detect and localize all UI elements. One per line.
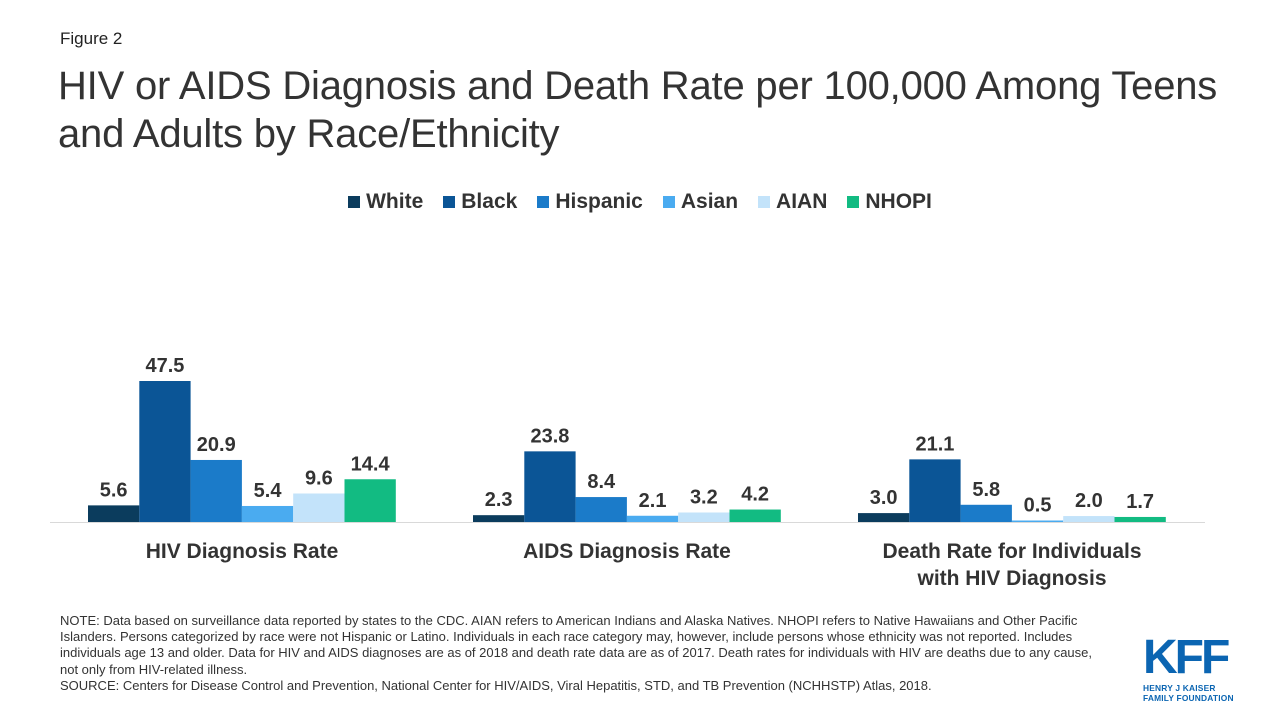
- legend-item-aian: AIAN: [758, 190, 827, 214]
- bar-aian: [1063, 516, 1115, 522]
- data-label: 5.8: [972, 479, 1000, 501]
- bar-nhopi: [344, 479, 396, 522]
- data-label: 3.2: [690, 487, 718, 509]
- legend-item-black: Black: [443, 190, 517, 214]
- legend-label: White: [366, 190, 424, 213]
- legend-swatch: [847, 196, 860, 208]
- bar-nhopi: [1114, 516, 1166, 522]
- data-label: 8.4: [587, 471, 616, 493]
- legend-label: Black: [461, 190, 518, 213]
- legend: White Black Hispanic Asian AIAN NHOPI: [0, 190, 1280, 214]
- legend-label: Hispanic: [555, 190, 643, 213]
- bar-aian: [678, 512, 730, 522]
- category-label: with HIV Diagnosis: [916, 567, 1106, 590]
- data-label: 9.6: [305, 468, 333, 490]
- source-text: SOURCE: Centers for Disease Control and …: [60, 677, 932, 693]
- bar-black: [139, 381, 191, 522]
- bar-aian: [293, 493, 345, 522]
- data-label: 5.6: [100, 479, 128, 501]
- kff-logo: KFF HENRY J KAISER FAMILY FOUNDATION: [1143, 631, 1238, 704]
- data-label: 21.1: [915, 433, 954, 455]
- legend-swatch: [758, 196, 771, 208]
- data-label: 5.4: [254, 480, 283, 502]
- bar-white: [473, 515, 525, 522]
- legend-item-white: White: [348, 190, 423, 214]
- data-label: 2.1: [639, 490, 667, 512]
- legend-label: Asian: [680, 190, 739, 213]
- legend-label: NHOPI: [865, 190, 932, 213]
- data-label: 0.5: [1024, 495, 1052, 517]
- data-label: 4.2: [741, 484, 769, 506]
- bar-hispanic: [190, 459, 242, 522]
- data-label: 1.7: [1126, 491, 1154, 513]
- legend-label: AIAN: [776, 190, 828, 213]
- data-label: 47.5: [145, 355, 184, 377]
- bar-white: [88, 505, 140, 522]
- bar-asian: [241, 505, 294, 522]
- data-label: 23.8: [530, 425, 569, 447]
- legend-swatch: [537, 196, 550, 208]
- data-label: 3.0: [870, 487, 898, 509]
- logo-line-2: FAMILY FOUNDATION: [1143, 693, 1234, 703]
- bar-black: [524, 451, 576, 522]
- legend-item-nhopi: NHOPI: [847, 190, 932, 214]
- figure-label: Figure 2: [60, 29, 123, 48]
- bar-white: [858, 513, 910, 522]
- legend-swatch: [662, 196, 675, 208]
- bar-nhopi: [729, 509, 781, 522]
- logo-line-1: HENRY J KAISER: [1143, 683, 1216, 693]
- bar-hispanic: [960, 504, 1012, 522]
- category-label: AIDS Diagnosis Rate: [523, 540, 731, 563]
- data-label: 2.3: [485, 489, 513, 511]
- note-text: NOTE: Data based on surveillance data re…: [60, 613, 1092, 677]
- data-label: 14.4: [351, 453, 391, 475]
- data-label: 2.0: [1075, 490, 1103, 512]
- legend-item-hispanic: Hispanic: [537, 190, 643, 214]
- footnote: NOTE: Data based on surveillance data re…: [60, 613, 1100, 694]
- bar-asian: [1011, 520, 1064, 522]
- bar-hispanic: [575, 497, 627, 522]
- bar-asian: [626, 515, 679, 522]
- category-label: Death Rate for Individuals: [882, 540, 1141, 563]
- legend-swatch: [348, 196, 361, 208]
- legend-swatch: [443, 196, 456, 208]
- logo-mark: KFF: [1143, 631, 1230, 684]
- bar-chart: 5.6 47.5 20.9 5.4 9.6 14.4 HIV Diagnosis Rate 2…: [50, 355, 1205, 590]
- bar-black: [909, 459, 961, 522]
- category-label: HIV Diagnosis Rate: [146, 540, 339, 563]
- chart-title: HIV or AIDS Diagnosis and Death Rate per…: [58, 64, 1218, 156]
- data-label: 20.9: [197, 434, 236, 456]
- legend-item-asian: Asian: [662, 190, 739, 214]
